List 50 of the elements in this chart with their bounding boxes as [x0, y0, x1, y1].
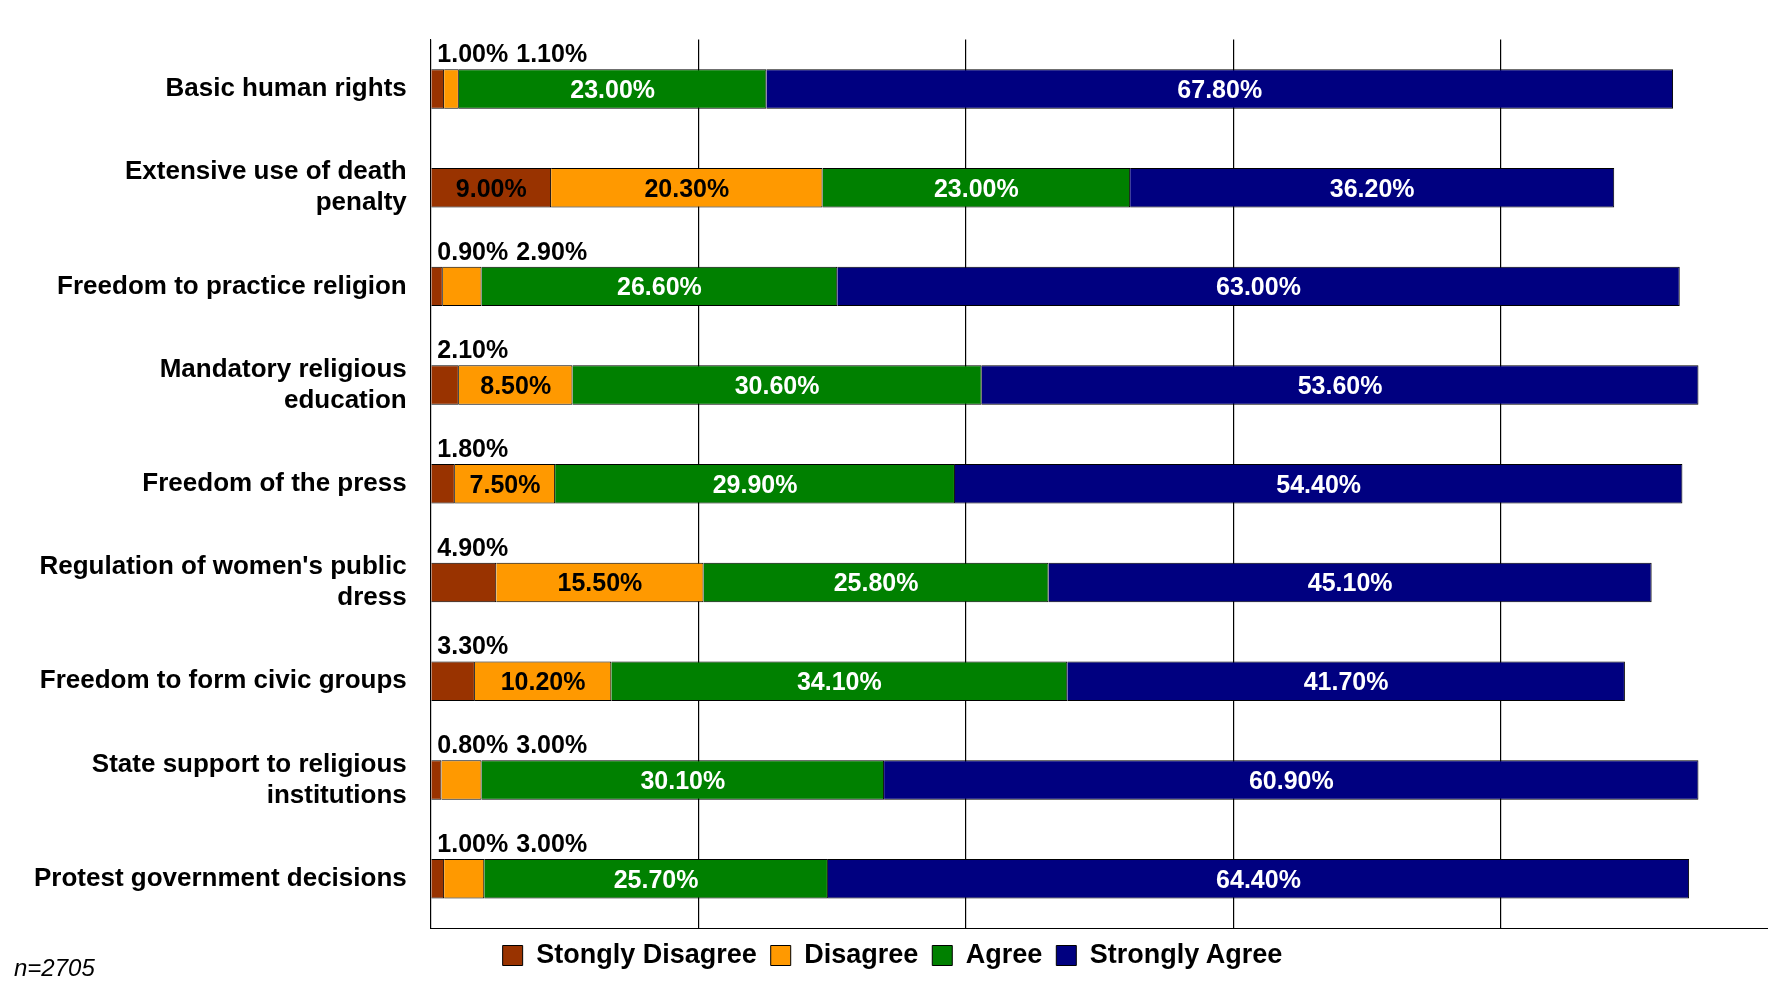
y-tick-label: Basic human rights	[165, 72, 407, 103]
data-label: 8.50%	[480, 370, 552, 399]
y-tick-label: Protest government decisions	[33, 861, 407, 892]
data-label: 25.70%	[613, 864, 699, 893]
data-label: 23.00%	[933, 173, 1019, 202]
data-label: 60.90%	[1248, 765, 1334, 794]
y-tick-label: State support to religious institutions	[91, 747, 407, 809]
y-tick-label: Freedom to form civic groups	[39, 664, 407, 695]
data-label: 9.00%	[455, 173, 527, 202]
y-tick-label: Regulation of women's public dress	[39, 550, 407, 612]
legend-label: Strongly Agree	[1089, 938, 1283, 969]
data-label: 15.50%	[557, 568, 643, 597]
data-label: 63.00%	[1216, 272, 1301, 301]
y-tick-label: Freedom to practice religion	[57, 269, 407, 300]
data-label: 0.80%	[437, 730, 509, 759]
data-label: 54.40%	[1276, 469, 1362, 498]
data-label: 29.90%	[712, 469, 798, 498]
data-label: 3.30%	[437, 631, 509, 660]
data-label: 3.00%	[516, 828, 588, 857]
data-label: 34.10%	[796, 667, 882, 696]
data-label: 4.90%	[437, 532, 509, 561]
legend-label: Stongly Disagree	[536, 938, 757, 969]
data-label: 0.90%	[437, 236, 509, 265]
y-tick-label: Mandatory religious education	[159, 352, 407, 414]
data-label: 26.60%	[617, 272, 702, 301]
data-label: 2.10%	[437, 335, 509, 364]
legend-label: Agree	[965, 938, 1043, 969]
data-label: 64.40%	[1216, 864, 1301, 893]
data-label: 1.00%	[437, 39, 509, 68]
data-label: 23.00%	[570, 74, 656, 103]
data-label: 53.60%	[1297, 370, 1383, 399]
data-label: 7.50%	[469, 469, 541, 498]
data-label: 45.10%	[1307, 568, 1393, 597]
text: n=2705	[14, 953, 96, 981]
data-label: 2.90%	[516, 236, 588, 265]
data-label: 30.10%	[640, 765, 726, 794]
data-label: 25.80%	[833, 568, 919, 597]
data-label: 67.80%	[1177, 74, 1263, 103]
data-label: 36.20%	[1329, 173, 1415, 202]
data-label: 1.00%	[437, 828, 509, 857]
data-label: 20.30%	[644, 173, 730, 202]
y-tick-label: Extensive use of death penalty	[124, 155, 408, 217]
data-label: 3.00%	[516, 730, 588, 759]
data-label: 1.80%	[437, 433, 509, 462]
data-label: 10.20%	[500, 667, 586, 696]
data-label: 1.10%	[516, 39, 588, 68]
data-label: 41.70%	[1303, 667, 1389, 696]
y-tick-label: Freedom of the press	[142, 466, 407, 497]
legend-label: Disagree	[804, 938, 919, 969]
data-label: 30.60%	[734, 370, 820, 399]
